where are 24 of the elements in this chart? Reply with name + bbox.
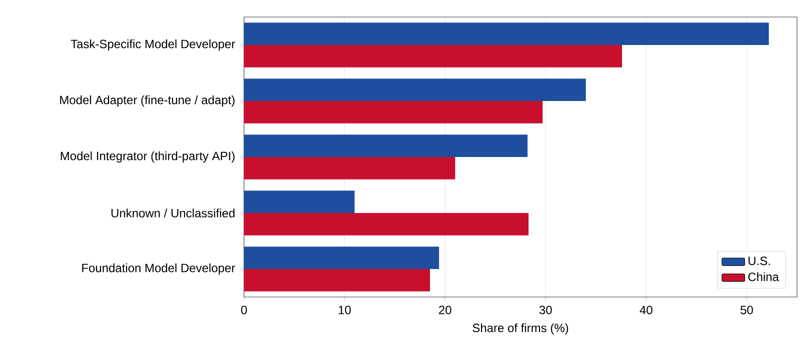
bar bbox=[244, 269, 430, 292]
bar bbox=[244, 190, 355, 214]
x-tick-label: 30 bbox=[539, 306, 552, 314]
bar bbox=[244, 134, 528, 158]
bar bbox=[244, 246, 440, 270]
x-axis-title: Share of firms (%) bbox=[472, 323, 568, 335]
bar bbox=[244, 22, 769, 46]
x-tick-label: 0 bbox=[241, 306, 247, 314]
y-tick-label: Model Integrator (third-party API) bbox=[60, 151, 235, 163]
y-tick-label: Unknown / Unclassified bbox=[111, 208, 234, 218]
x-tick-label: 40 bbox=[640, 306, 652, 314]
bar bbox=[244, 78, 586, 102]
x-tick-label: 20 bbox=[439, 306, 452, 314]
x-tick-label: 50 bbox=[740, 306, 753, 314]
y-tick-label: Task-Specific Model Developer bbox=[70, 39, 236, 51]
legend-label: U.S. bbox=[748, 256, 770, 266]
bar bbox=[244, 213, 529, 236]
x-tick-label: 10 bbox=[338, 306, 351, 314]
bar bbox=[244, 101, 543, 124]
bar bbox=[244, 45, 622, 68]
legend-label: China bbox=[748, 272, 779, 282]
y-tick-label: Model Adapter (fine-tune / adapt) bbox=[60, 95, 235, 107]
y-tick-label: Foundation Model Developer bbox=[82, 263, 236, 275]
bar bbox=[244, 157, 456, 180]
